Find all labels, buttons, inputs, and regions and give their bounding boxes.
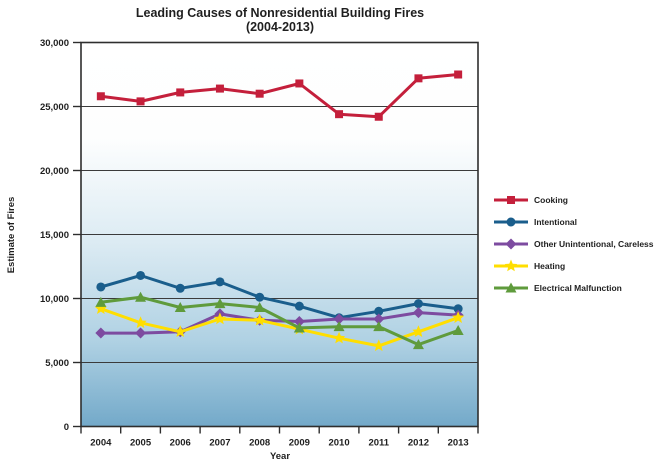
data-point <box>453 304 463 314</box>
data-point <box>452 325 464 335</box>
series-group <box>94 70 465 352</box>
data-point <box>332 331 346 344</box>
y-tick-label: 15,000 <box>40 230 69 241</box>
series-line-other-unintentional-careless <box>99 311 460 335</box>
series-line-cooking <box>99 73 460 119</box>
x-tick-label: 2009 <box>289 438 310 449</box>
x-tick-label: 2004 <box>90 438 112 449</box>
data-point <box>414 74 423 83</box>
x-axis-title: Year <box>270 451 290 462</box>
legend-label: Other Unintentional, Careless <box>534 239 654 249</box>
chart-title-line1: Leading Causes of Nonresidential Buildin… <box>136 6 424 20</box>
series-line-heating <box>99 307 460 348</box>
data-point <box>254 301 266 312</box>
chart-title-line2: (2004-2013) <box>246 20 314 34</box>
data-point <box>293 316 305 328</box>
x-tick-label: 2008 <box>249 438 270 449</box>
data-point <box>335 110 344 119</box>
data-point <box>96 92 105 101</box>
x-tick-label: 2006 <box>170 438 191 449</box>
data-point <box>215 84 224 93</box>
x-tick-label: 2011 <box>368 438 389 449</box>
series-other-unintentional-careless <box>95 307 464 339</box>
legend-item: Intentional <box>494 217 577 227</box>
data-point <box>174 301 186 312</box>
data-point <box>454 70 463 79</box>
legend-label: Cooking <box>534 195 568 205</box>
data-point <box>412 307 424 319</box>
data-point <box>413 299 423 309</box>
y-axis-title: Estimate of Fires <box>6 197 17 274</box>
data-point <box>373 313 385 325</box>
legend-item: Heating <box>494 259 565 272</box>
data-point <box>96 282 106 292</box>
data-point <box>374 112 383 121</box>
data-point <box>136 270 146 280</box>
legend-label: Heating <box>534 261 565 271</box>
data-point <box>95 327 107 339</box>
data-point <box>412 325 425 337</box>
data-point <box>374 306 384 316</box>
data-point <box>94 302 107 314</box>
y-tick-label: 0 <box>64 422 69 433</box>
y-tick-label: 25,000 <box>40 102 69 113</box>
data-point <box>506 217 516 227</box>
data-point <box>136 97 145 106</box>
data-point <box>505 238 517 250</box>
y-tick-label: 30,000 <box>40 38 69 49</box>
legend-label: Intentional <box>534 217 577 227</box>
series-cooking <box>96 70 463 121</box>
x-tick-label: 2005 <box>130 438 152 449</box>
data-point <box>215 277 225 287</box>
data-point <box>135 327 147 339</box>
plot-frame <box>80 41 479 428</box>
legend-label: Electrical Malfunction <box>534 283 622 293</box>
series-line-intentional <box>99 274 460 320</box>
data-point <box>372 339 385 352</box>
data-point <box>176 88 185 97</box>
data-point <box>134 316 147 329</box>
data-point <box>135 291 147 302</box>
data-point <box>214 298 226 309</box>
legend: Cooking Intentional Other Unintentional, C… <box>494 195 654 293</box>
data-point <box>295 79 304 88</box>
data-point <box>505 282 517 293</box>
data-point <box>255 89 264 98</box>
data-point <box>333 313 345 325</box>
legend-item: Electrical Malfunction <box>494 282 622 293</box>
data-point <box>213 312 227 325</box>
data-point <box>452 311 465 323</box>
x-tick-label: 2010 <box>328 438 349 449</box>
data-point <box>175 283 185 293</box>
data-point <box>507 196 515 204</box>
series-electrical-malfunction <box>95 291 464 350</box>
data-point <box>174 325 187 337</box>
data-point <box>293 322 305 333</box>
x-tick-label: 2013 <box>448 438 469 449</box>
data-point <box>95 296 107 307</box>
legend-item: Cooking <box>494 195 568 205</box>
series-intentional <box>96 270 463 323</box>
series-line-electrical-malfunction <box>99 295 460 347</box>
data-point <box>504 259 518 272</box>
x-tick-label: 2007 <box>209 438 230 449</box>
legend-item: Other Unintentional, Careless <box>494 238 654 250</box>
y-tick-label: 10,000 <box>40 294 69 305</box>
axes: 0 5,000 10,000 15,000 20,000 25,000 30,000 2004… <box>40 38 479 449</box>
data-point <box>253 313 266 326</box>
data-point <box>294 301 304 311</box>
data-point <box>255 292 265 302</box>
y-tick-label: 5,000 <box>45 358 69 369</box>
data-point <box>412 339 424 350</box>
x-tick-label: 2012 <box>408 438 429 449</box>
data-point <box>373 321 385 332</box>
y-tick-label: 20,000 <box>40 166 69 177</box>
data-point <box>333 321 345 332</box>
